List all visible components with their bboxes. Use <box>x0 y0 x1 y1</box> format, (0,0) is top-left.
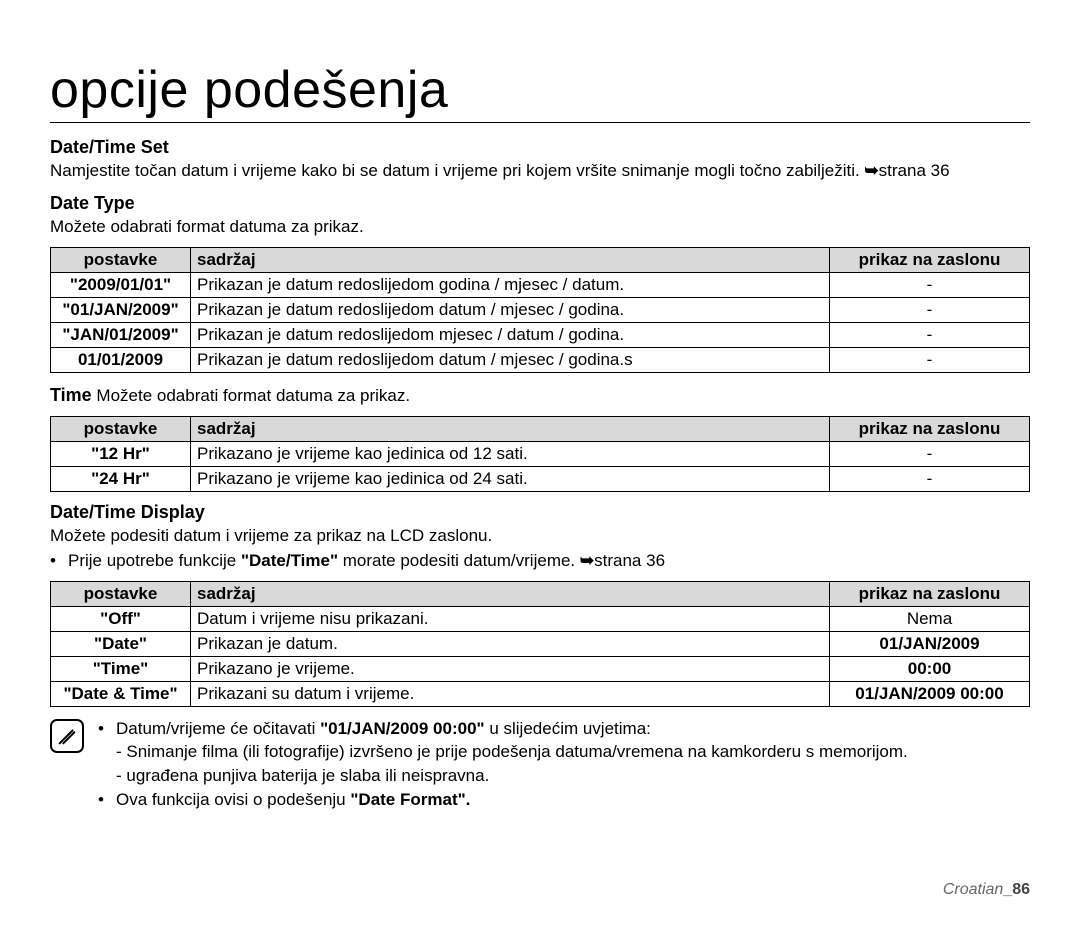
th-content: sadržaj <box>191 416 830 441</box>
page-footer: Croatian_86 <box>943 881 1030 899</box>
bullet-ref: strana 36 <box>594 551 665 570</box>
cell-content: Datum i vrijeme nisu prikazani. <box>191 606 830 631</box>
cell-setting: "Date & Time" <box>51 681 191 706</box>
note-line1-post: u slijedećim uvjetima: <box>485 719 651 738</box>
cell-setting: 01/01/2009 <box>51 347 191 372</box>
table-row: 01/01/2009Prikazan je datum redoslijedom… <box>51 347 1030 372</box>
table-date-type: postavke sadržaj prikaz na zaslonu "2009… <box>50 247 1030 373</box>
table-row: "JAN/01/2009"Prikazan je datum redoslije… <box>51 322 1030 347</box>
cell-display: - <box>830 272 1030 297</box>
table-row: "Date & Time"Prikazani su datum i vrijem… <box>51 681 1030 706</box>
th-display: prikaz na zaslonu <box>830 416 1030 441</box>
bullet-post: morate podesiti datum/vrijeme. <box>338 551 580 570</box>
arrow-icon: ➥ <box>864 161 878 180</box>
desc-time: Možete odabrati format datuma za prikaz. <box>92 386 410 405</box>
table-row: "24 Hr"Prikazano je vrijeme kao jedinica… <box>51 466 1030 491</box>
table-row: "2009/01/01"Prikazan je datum redoslijed… <box>51 272 1030 297</box>
table-datetime-display: postavke sadržaj prikaz na zaslonu "Off"… <box>50 581 1030 707</box>
th-display: prikaz na zaslonu <box>830 247 1030 272</box>
note-line2: Ova funkcija ovisi o podešenju "Date For… <box>98 788 908 812</box>
desc-datetime-set: Namjestite točan datum i vrijeme kako bi… <box>50 160 1030 183</box>
cell-display: - <box>830 441 1030 466</box>
note-sub2: - ugrađena punjiva baterija je slaba ili… <box>98 764 908 788</box>
note-line2-bold: "Date Format". <box>350 790 470 809</box>
footer-pagenum: _86 <box>1003 881 1030 898</box>
bullet-datetime-display: • Prije upotrebe funkcije "Date/Time" mo… <box>50 550 1030 573</box>
heading-datetime-display: Date/Time Display <box>50 502 1030 523</box>
tbody-time: "12 Hr"Prikazano je vrijeme kao jedinica… <box>51 441 1030 491</box>
cell-display: Nema <box>830 606 1030 631</box>
cell-setting: "Date" <box>51 631 191 656</box>
cell-setting: "Time" <box>51 656 191 681</box>
cell-display: 01/JAN/2009 <box>830 631 1030 656</box>
note-icon <box>50 719 84 753</box>
table-row: "01/JAN/2009"Prikazan je datum redoslije… <box>51 297 1030 322</box>
table-row: "Date"Prikazan je datum.01/JAN/2009 <box>51 631 1030 656</box>
cell-content: Prikazan je datum redoslijedom mjesec / … <box>191 322 830 347</box>
cell-display: 00:00 <box>830 656 1030 681</box>
time-line: Time Možete odabrati format datuma za pr… <box>50 383 1030 408</box>
th-setting: postavke <box>51 247 191 272</box>
cell-setting: "JAN/01/2009" <box>51 322 191 347</box>
cell-setting: "01/JAN/2009" <box>51 297 191 322</box>
cell-setting: "24 Hr" <box>51 466 191 491</box>
note-line1: Datum/vrijeme će očitavati "01/JAN/2009 … <box>98 717 908 741</box>
note-sub1: - Snimanje filma (ili fotografije) izvrš… <box>98 740 908 764</box>
table-time: postavke sadržaj prikaz na zaslonu "12 H… <box>50 416 1030 492</box>
heading-date-type: Date Type <box>50 193 1030 214</box>
pageref-datetime-set: strana 36 <box>879 161 950 180</box>
bullet-dot-icon: • <box>50 550 56 573</box>
bullet-pre: Prije upotrebe funkcije <box>68 551 241 570</box>
note-line2-pre: Ova funkcija ovisi o podešenju <box>116 790 350 809</box>
cell-display: - <box>830 347 1030 372</box>
table-row: "12 Hr"Prikazano je vrijeme kao jedinica… <box>51 441 1030 466</box>
desc-datetime-set-text: Namjestite točan datum i vrijeme kako bi… <box>50 161 864 180</box>
heading-time: Time <box>50 385 92 405</box>
cell-content: Prikazan je datum. <box>191 631 830 656</box>
cell-setting: "2009/01/01" <box>51 272 191 297</box>
note-line1-pre: Datum/vrijeme će očitavati <box>116 719 320 738</box>
th-setting: postavke <box>51 581 191 606</box>
cell-content: Prikazan je datum redoslijedom godina / … <box>191 272 830 297</box>
tbody-date-type: "2009/01/01"Prikazan je datum redoslijed… <box>51 272 1030 372</box>
cell-content: Prikazan je datum redoslijedom datum / m… <box>191 297 830 322</box>
heading-datetime-set: Date/Time Set <box>50 137 1030 158</box>
cell-setting: "Off" <box>51 606 191 631</box>
note-body: Datum/vrijeme će očitavati "01/JAN/2009 … <box>98 717 908 812</box>
cell-display: - <box>830 322 1030 347</box>
tbody-datetime-display: "Off"Datum i vrijeme nisu prikazani.Nema… <box>51 606 1030 706</box>
desc-date-type: Možete odabrati format datuma za prikaz. <box>50 216 1030 239</box>
bullet-bold: "Date/Time" <box>241 551 338 570</box>
th-setting: postavke <box>51 416 191 441</box>
table-row: "Off"Datum i vrijeme nisu prikazani.Nema <box>51 606 1030 631</box>
cell-content: Prikazano je vrijeme kao jedinica od 24 … <box>191 466 830 491</box>
th-display: prikaz na zaslonu <box>830 581 1030 606</box>
desc-datetime-display: Možete podesiti datum i vrijeme za prika… <box>50 525 1030 548</box>
page-title: opcije podešenja <box>50 60 1030 123</box>
cell-setting: "12 Hr" <box>51 441 191 466</box>
cell-content: Prikazan je datum redoslijedom datum / m… <box>191 347 830 372</box>
note-line1-bold: "01/JAN/2009 00:00" <box>320 719 485 738</box>
cell-display: - <box>830 466 1030 491</box>
cell-display: - <box>830 297 1030 322</box>
cell-content: Prikazano je vrijeme kao jedinica od 12 … <box>191 441 830 466</box>
footer-lang: Croatian <box>943 881 1003 898</box>
cell-content: Prikazano je vrijeme. <box>191 656 830 681</box>
note-block: Datum/vrijeme će očitavati "01/JAN/2009 … <box>50 717 1030 812</box>
cell-display: 01/JAN/2009 00:00 <box>830 681 1030 706</box>
arrow-icon: ➥ <box>580 551 594 570</box>
th-content: sadržaj <box>191 581 830 606</box>
table-row: "Time"Prikazano je vrijeme.00:00 <box>51 656 1030 681</box>
cell-content: Prikazani su datum i vrijeme. <box>191 681 830 706</box>
th-content: sadržaj <box>191 247 830 272</box>
